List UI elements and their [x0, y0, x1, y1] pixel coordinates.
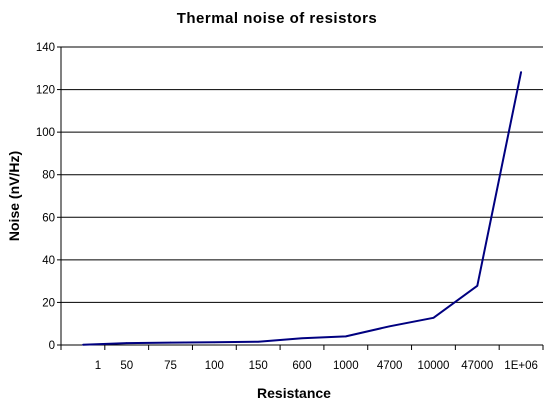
data-point [125, 342, 128, 344]
x-tick-label: 4700 [377, 360, 403, 372]
x-tick-label: 1000 [333, 360, 359, 372]
x-tick-label: 150 [249, 360, 268, 372]
x-tick-label: 47000 [461, 360, 493, 372]
y-tick-label: 60 [42, 212, 55, 224]
y-tick-label: 20 [42, 297, 55, 309]
chart-title: Thermal noise of resistors [177, 10, 378, 27]
y-tick-label: 100 [36, 127, 55, 139]
y-tick-label: 0 [49, 340, 55, 352]
y-tick-label: 140 [36, 42, 55, 54]
y-tick-label: 120 [36, 85, 55, 97]
axes [60, 47, 544, 350]
data-point [520, 71, 522, 73]
data-point [169, 341, 172, 344]
x-tick-label: 600 [292, 360, 311, 372]
y-tick-label: 80 [42, 170, 55, 182]
x-axis-label: Resistance [257, 385, 331, 401]
x-tick-labels: 1 50 75 100 150 600 1000 4700 10000 47000 1E+06 [95, 360, 538, 372]
data-point [432, 317, 435, 319]
x-tick-label: 50 [120, 360, 133, 372]
x-tick-label: 1E+06 [504, 360, 538, 372]
data-point [345, 335, 347, 338]
x-tick-label: 10000 [417, 360, 449, 372]
data-point [301, 337, 303, 340]
data-point [476, 285, 479, 287]
series-group [82, 71, 523, 346]
y-tick-label: 40 [42, 255, 55, 267]
gridlines [57, 46, 543, 346]
y-axis-label: Noise (nV/Hz) [6, 151, 22, 241]
data-point [257, 340, 260, 343]
x-tick-label: 1 [95, 360, 101, 372]
y-tick-labels: 0 20 40 60 80 100 120 140 [36, 42, 55, 352]
x-tick-label: 100 [205, 360, 224, 372]
data-point [213, 341, 216, 344]
data-point [82, 343, 84, 346]
x-tick-label: 75 [164, 360, 177, 372]
data-point [388, 325, 391, 328]
series-line [82, 71, 523, 346]
